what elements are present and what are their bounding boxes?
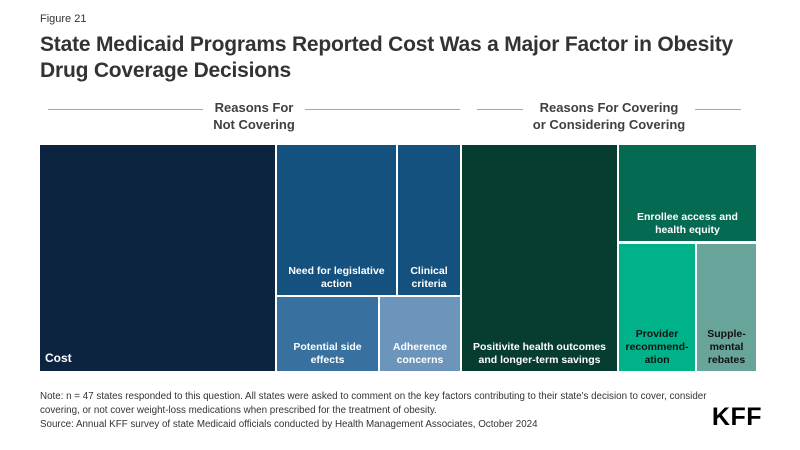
treemap-block-adherence-concerns: Adherence concerns	[380, 297, 460, 371]
header-rule-line	[476, 109, 523, 110]
source-text: Source: Annual KFF survey of state Medic…	[40, 419, 538, 430]
treemap-block-supplemental-rebates: Supple- mental rebates	[697, 244, 756, 371]
treemap-block-label: Potential side effects	[293, 340, 362, 366]
treemap-block-clinical-criteria: Clinical criteria	[398, 145, 460, 295]
footnote-text: Note: n = 47 states responded to this qu…	[40, 391, 707, 416]
treemap-block-label: Adherence concerns	[392, 340, 448, 366]
treemap-block-label: Need for legislative action	[288, 264, 385, 290]
treemap-chart: Cost Need for legislative action Clinica…	[40, 145, 756, 371]
treemap-block-enrollee-access: Enrollee access and health equity	[619, 145, 756, 241]
page-title: State Medicaid Programs Reported Cost Wa…	[40, 33, 733, 83]
group-header-covering: Reasons For Covering or Considering Cove…	[466, 100, 752, 134]
treemap-block-label: Cost	[45, 351, 72, 365]
treemap-block-cost: Cost	[40, 145, 275, 371]
group-header-label-covering: Reasons For Covering or Considering Cove…	[532, 100, 686, 132]
header-rule-line	[695, 109, 742, 110]
treemap-block-label: Enrollee access and health equity	[637, 210, 738, 236]
treemap-block-need-for-legislative-action: Need for legislative action	[277, 145, 396, 295]
group-header-label-not-covering: Reasons For Not Covering	[213, 100, 295, 132]
header-rule-line	[304, 109, 460, 110]
treemap-block-potential-side-effects: Potential side effects	[277, 297, 378, 371]
header-rule-line	[48, 109, 204, 110]
treemap-block-label: Clinical criteria	[410, 264, 448, 290]
treemap-block-label: Supple- mental rebates	[707, 327, 746, 366]
figure-label: Figure 21	[40, 13, 87, 25]
treemap-block-label: Positivite health outcomes and longer-te…	[472, 340, 607, 366]
treemap-block-positive-health-outcomes: Positivite health outcomes and longer-te…	[462, 145, 617, 371]
treemap-block-provider-recommendation: Provider recommend- ation	[619, 244, 695, 371]
kff-logo: KFF	[711, 403, 762, 431]
group-header-not-covering: Reasons For Not Covering	[48, 100, 460, 134]
treemap-block-label: Provider recommend- ation	[625, 327, 689, 366]
